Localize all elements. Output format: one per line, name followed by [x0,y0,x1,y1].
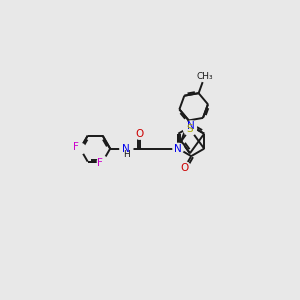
Circle shape [134,129,145,139]
Text: H: H [123,150,130,159]
Text: N: N [174,144,182,154]
Text: N: N [122,144,130,154]
Text: S: S [187,124,193,134]
Circle shape [179,162,190,173]
Text: CH₃: CH₃ [196,71,213,80]
Text: F: F [73,142,79,152]
Text: O: O [181,163,189,172]
Text: O: O [136,129,144,139]
Circle shape [75,143,86,154]
Circle shape [173,143,184,154]
Text: N: N [187,121,195,131]
Circle shape [98,156,108,167]
Circle shape [120,142,133,155]
Circle shape [184,123,196,136]
Text: F: F [97,158,103,168]
Circle shape [186,121,196,131]
